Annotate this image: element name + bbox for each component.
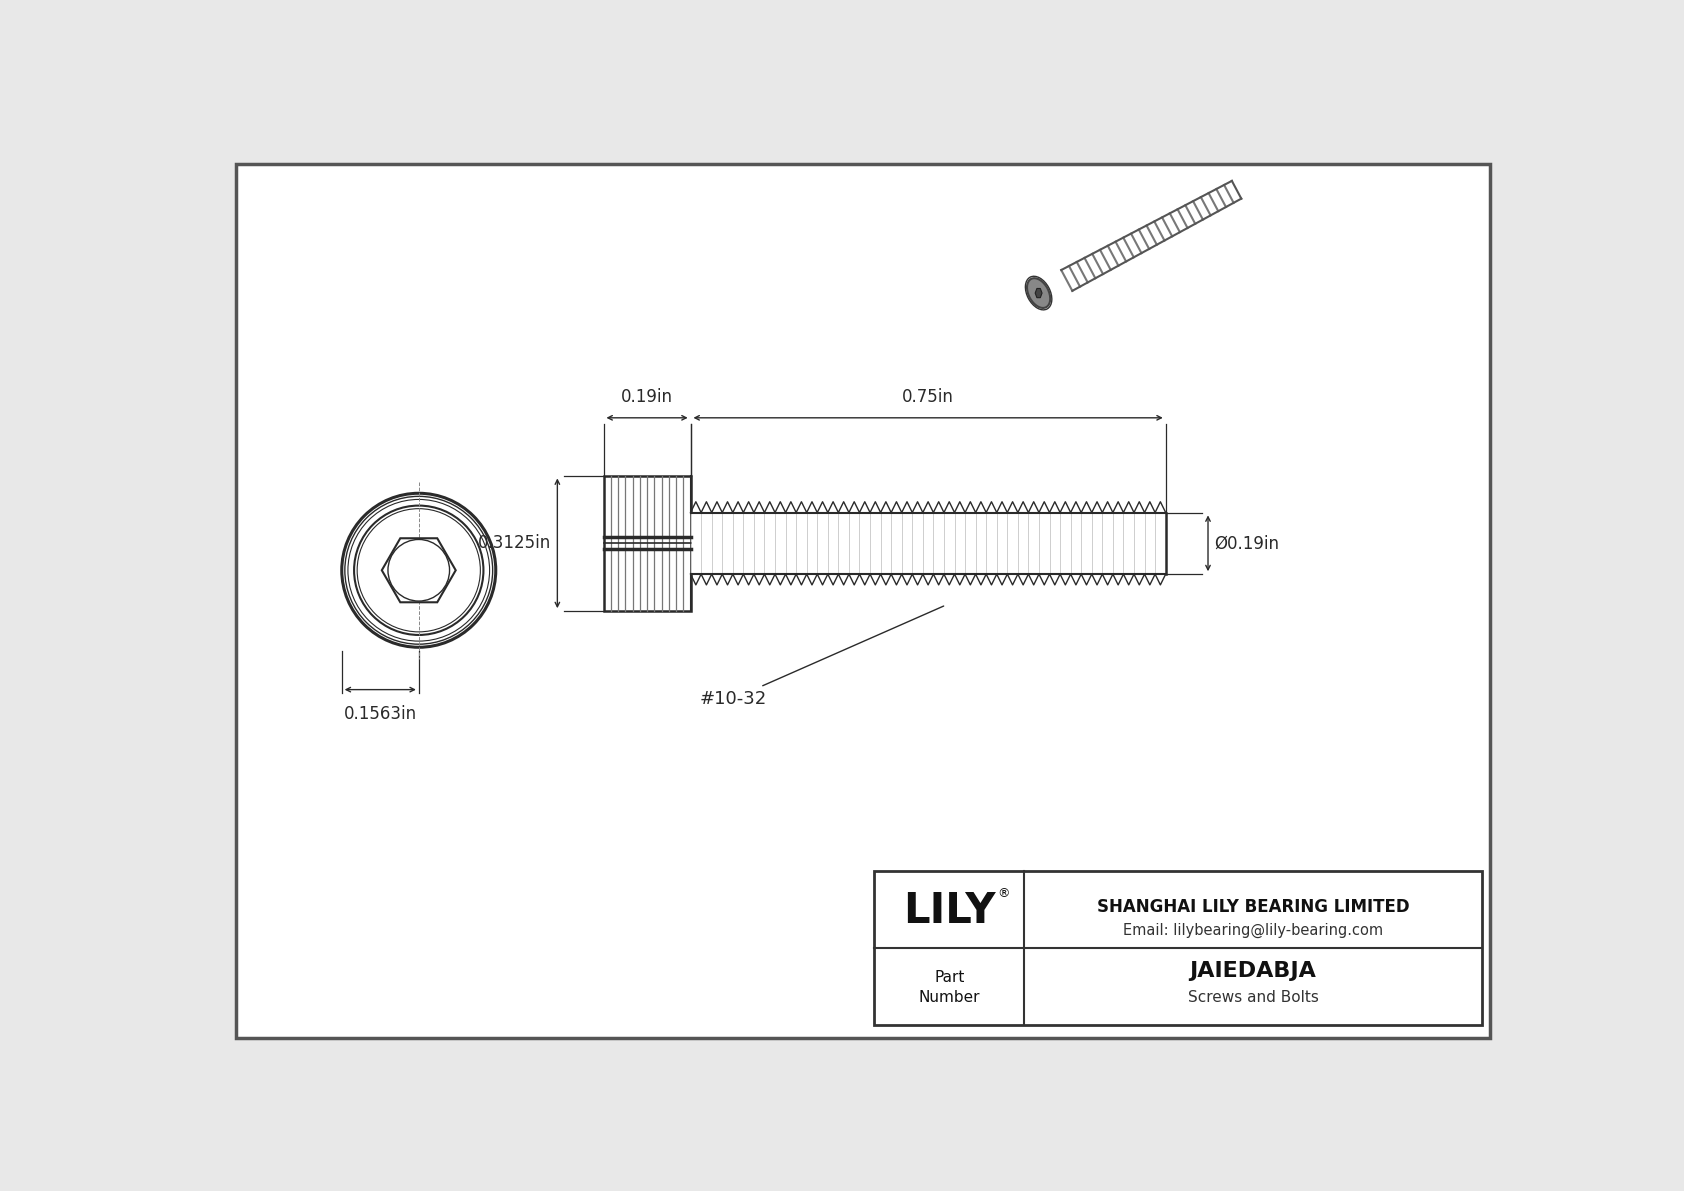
- Bar: [603, 475, 690, 611]
- Text: 0.3125in: 0.3125in: [478, 535, 551, 553]
- Text: LILY: LILY: [903, 890, 995, 931]
- Text: 0.75in: 0.75in: [903, 388, 955, 406]
- Polygon shape: [382, 538, 456, 603]
- Bar: [603, 475, 1165, 611]
- Text: Part
Number: Part Number: [918, 971, 980, 1005]
- Text: Email: lilybearing@lily-bearing.com: Email: lilybearing@lily-bearing.com: [1123, 923, 1383, 939]
- Text: JAIEDABJA: JAIEDABJA: [1189, 961, 1317, 981]
- Text: 0.1563in: 0.1563in: [344, 705, 418, 723]
- Bar: [690, 512, 1165, 574]
- Ellipse shape: [1027, 279, 1051, 308]
- Circle shape: [342, 493, 495, 647]
- Text: Ø0.19in: Ø0.19in: [1214, 535, 1280, 553]
- Text: ®: ®: [997, 887, 1009, 900]
- Text: SHANGHAI LILY BEARING LIMITED: SHANGHAI LILY BEARING LIMITED: [1096, 898, 1410, 916]
- Text: 0.19in: 0.19in: [621, 388, 674, 406]
- Polygon shape: [1036, 288, 1042, 298]
- Text: #10-32: #10-32: [701, 606, 943, 707]
- Text: Screws and Bolts: Screws and Bolts: [1187, 990, 1319, 1005]
- Bar: [874, 871, 1482, 1024]
